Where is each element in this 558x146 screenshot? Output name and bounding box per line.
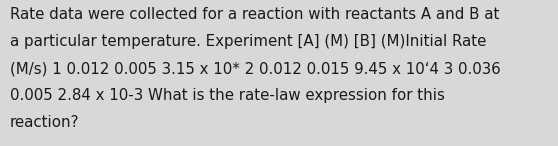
Text: (M/s) 1 0.012 0.005 3.15 x 10* 2 0.012 0.015 9.45 x 10‘4 3 0.036: (M/s) 1 0.012 0.005 3.15 x 10* 2 0.012 0… <box>10 61 501 76</box>
Text: reaction?: reaction? <box>10 115 80 130</box>
Text: 0.005 2.84 x 10-3 What is the rate-law expression for this: 0.005 2.84 x 10-3 What is the rate-law e… <box>10 88 445 103</box>
Text: Rate data were collected for a reaction with reactants A and B at: Rate data were collected for a reaction … <box>10 7 499 22</box>
Text: a particular temperature. Experiment [A] (M) [B] (M)Initial Rate: a particular temperature. Experiment [A]… <box>10 34 487 49</box>
